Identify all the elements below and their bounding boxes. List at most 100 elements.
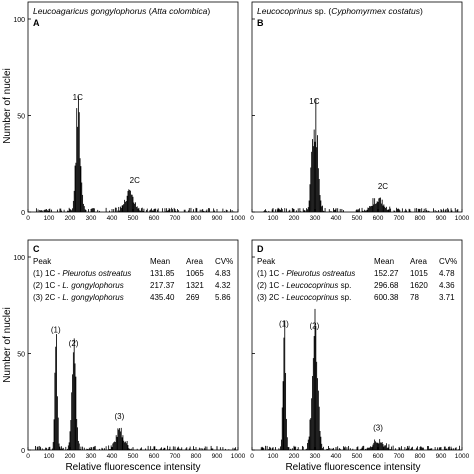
panel-d: 0 100 200 300 400 500 600 700 800 900 1000 D (1) (2) (… — [250, 239, 470, 460]
histogram-bar — [385, 206, 387, 212]
histogram-bar — [203, 210, 204, 212]
histogram-bar — [37, 446, 39, 450]
histogram-bar — [305, 211, 307, 212]
histogram-bar — [456, 209, 458, 212]
histogram-bar — [81, 182, 83, 212]
table-cell-peak: (2) 1C - Leucocoprinus sp. — [257, 281, 351, 290]
stats-table: Peak Mean Area CV% (1) 1C - Pleurotus ostrea… — [257, 257, 457, 302]
histogram-bar — [445, 449, 447, 450]
histogram-bar — [276, 209, 278, 212]
text-run: (1) 1C - — [257, 269, 286, 278]
table-cell: 131.85 — [150, 269, 175, 278]
histogram-bar — [344, 446, 346, 450]
histogram-bar — [130, 449, 131, 450]
histogram-bar — [140, 447, 142, 450]
histogram-bar — [214, 210, 215, 212]
histogram-bar — [379, 197, 381, 212]
histogram-bar — [210, 445, 212, 450]
histogram-bar — [110, 445, 112, 450]
histogram-bar — [317, 390, 319, 450]
histogram-bar — [282, 381, 284, 450]
x-tick-label: 900 — [212, 453, 223, 460]
histogram-bar — [303, 210, 305, 212]
histogram-bar — [126, 440, 128, 450]
peak-label: (2) — [309, 321, 319, 330]
histogram-bar — [98, 448, 100, 450]
histogram-bar — [291, 207, 293, 212]
histogram-bar — [453, 448, 455, 450]
histogram-bar — [376, 201, 378, 212]
x-tick-label: 600 — [373, 215, 384, 222]
panel-title: Leucoagaricus gongylophorus (Atta colomb… — [33, 6, 210, 16]
histogram-bar — [359, 208, 360, 212]
histogram-bar — [289, 209, 291, 212]
histogram-bar — [286, 418, 287, 450]
histogram-bar — [72, 208, 73, 212]
histogram-bar — [89, 448, 91, 450]
histogram-bar — [193, 449, 195, 450]
histogram-bar — [82, 446, 84, 450]
histogram-bar — [228, 449, 230, 450]
histogram-bar — [311, 151, 313, 212]
histogram-bar — [222, 447, 224, 450]
panel-letter: C — [33, 244, 40, 254]
histogram-bar — [323, 211, 325, 212]
histogram-bar — [366, 209, 368, 212]
histogram-bar — [337, 208, 339, 212]
histogram-bar — [315, 98, 317, 212]
histogram-bar — [46, 447, 47, 450]
histogram-bar — [362, 445, 364, 450]
histogram-bar — [79, 449, 81, 450]
histogram-bar — [447, 207, 449, 212]
histogram-bar — [39, 445, 41, 450]
histogram-bar — [116, 436, 118, 450]
table-header: CV% — [439, 257, 457, 266]
x-tick-label: 100 — [44, 453, 55, 460]
table-cell-peak: (1) 1C - Pleurotus ostreatus — [33, 269, 131, 278]
histogram-bar — [40, 447, 42, 450]
histogram-bar — [69, 431, 71, 450]
histogram-bar — [72, 200, 74, 212]
histogram-bar — [371, 205, 373, 212]
histogram-bar — [166, 208, 168, 212]
histogram-bar — [98, 210, 100, 212]
histogram-bar — [77, 427, 78, 450]
histogram-bar — [458, 449, 460, 450]
panel-letter: B — [257, 18, 264, 28]
histogram-bar — [188, 448, 190, 450]
histogram-bar — [115, 435, 117, 450]
histogram-bar — [68, 207, 70, 212]
table-header: Peak — [33, 257, 52, 266]
table-cell: 269 — [186, 293, 200, 302]
histogram-bar — [105, 207, 107, 212]
histogram-bar — [321, 206, 323, 212]
table-cell: 3.71 — [439, 293, 455, 302]
histogram-bar — [268, 210, 270, 212]
histogram-bar — [93, 446, 94, 450]
histogram-bar — [302, 446, 304, 450]
histogram-bar — [280, 439, 282, 450]
histogram-bar — [365, 449, 367, 450]
histogram-bar — [167, 210, 169, 212]
histogram-bar — [201, 209, 203, 212]
histogram-bar — [188, 208, 190, 212]
histogram-bar — [322, 210, 324, 212]
histogram-bar — [389, 449, 391, 450]
histogram-bar — [133, 202, 135, 212]
histogram-bar — [151, 208, 152, 212]
histogram-bar — [387, 447, 389, 450]
histogram-bar — [86, 448, 88, 450]
histogram-bar — [45, 209, 47, 212]
histogram-bar — [362, 210, 364, 212]
histogram-bar — [404, 210, 406, 212]
text-run: (3) 2C - — [257, 293, 286, 302]
text-run: Leucocoprinus — [257, 6, 313, 16]
histogram-bar — [428, 449, 430, 450]
histogram-bar — [87, 449, 89, 450]
histogram-bar — [375, 203, 376, 212]
table-cell: 78 — [410, 293, 419, 302]
histogram-bar — [437, 447, 439, 450]
histogram-bar — [161, 208, 163, 212]
histogram-bar — [429, 448, 431, 450]
histogram-bar — [450, 208, 452, 212]
